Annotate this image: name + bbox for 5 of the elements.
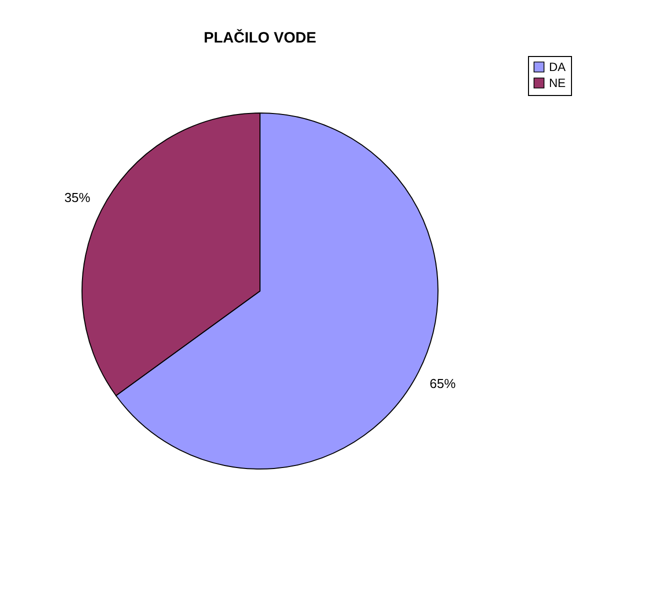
data-label: 35% [64,190,91,205]
legend-label: NE [549,76,566,90]
data-label: 65% [430,376,456,392]
legend-label: DA [549,60,566,74]
chart-title: PLAČILO VODE [204,28,316,46]
